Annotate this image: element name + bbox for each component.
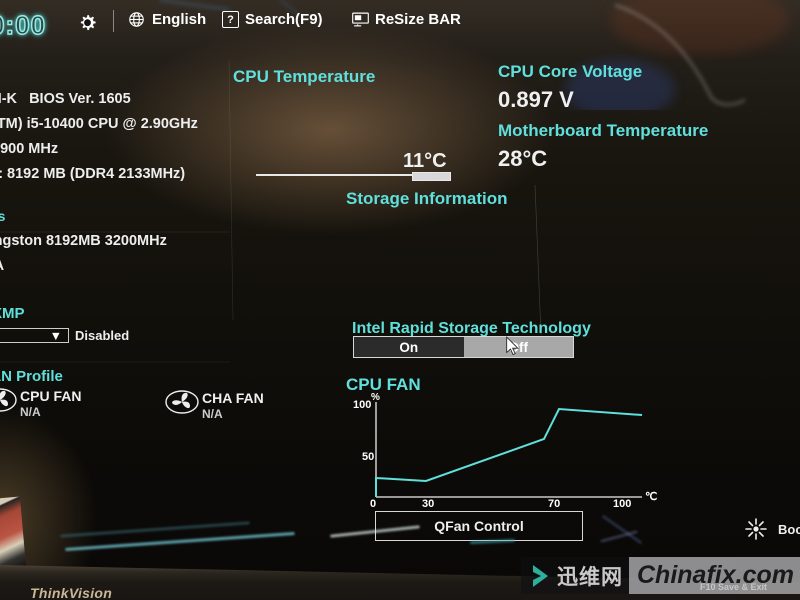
svg-text:100: 100 xyxy=(353,399,371,411)
svg-text:70: 70 xyxy=(548,498,560,510)
svg-text:℃: ℃ xyxy=(645,491,657,503)
svg-text:100: 100 xyxy=(613,498,631,510)
svg-text:0: 0 xyxy=(370,498,376,510)
svg-text:30: 30 xyxy=(422,498,434,510)
svg-text:50: 50 xyxy=(362,451,374,463)
svg-text:%: % xyxy=(371,392,380,403)
